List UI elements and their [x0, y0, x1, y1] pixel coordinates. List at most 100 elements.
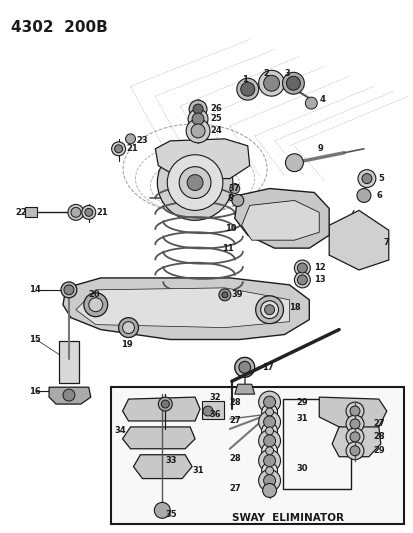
- Text: 31: 31: [192, 466, 203, 475]
- Circle shape: [297, 263, 306, 273]
- Circle shape: [158, 397, 172, 411]
- Circle shape: [261, 423, 277, 439]
- Text: 22: 22: [15, 208, 27, 217]
- Polygon shape: [155, 139, 249, 179]
- Text: SWAY  ELIMINATOR: SWAY ELIMINATOR: [231, 513, 343, 523]
- Polygon shape: [133, 455, 192, 479]
- Circle shape: [118, 318, 138, 337]
- Circle shape: [125, 134, 135, 144]
- Circle shape: [294, 260, 310, 276]
- Text: 35: 35: [165, 510, 176, 519]
- Circle shape: [258, 391, 280, 413]
- Text: 28: 28: [229, 454, 241, 463]
- Circle shape: [265, 447, 273, 455]
- Circle shape: [263, 474, 275, 487]
- Text: 23: 23: [136, 136, 148, 146]
- Circle shape: [231, 195, 243, 206]
- Circle shape: [221, 292, 227, 298]
- Circle shape: [356, 189, 370, 203]
- Circle shape: [189, 100, 206, 118]
- Text: 32: 32: [209, 393, 221, 402]
- Text: 10: 10: [224, 224, 236, 233]
- Text: 4302  200B: 4302 200B: [11, 20, 108, 35]
- Text: 31: 31: [296, 415, 307, 424]
- Circle shape: [202, 406, 212, 416]
- Circle shape: [349, 406, 359, 416]
- Circle shape: [234, 358, 254, 377]
- Text: 30: 30: [296, 464, 307, 473]
- Text: 16: 16: [29, 386, 41, 395]
- Polygon shape: [122, 397, 199, 421]
- Polygon shape: [331, 427, 380, 457]
- Bar: [59, 342, 78, 383]
- Circle shape: [255, 296, 283, 324]
- Text: 26: 26: [209, 103, 221, 112]
- Circle shape: [61, 282, 77, 298]
- Text: 29: 29: [296, 398, 307, 407]
- Circle shape: [179, 167, 211, 198]
- Text: 21: 21: [97, 208, 108, 217]
- Text: 1: 1: [241, 75, 247, 84]
- Circle shape: [218, 289, 230, 301]
- Polygon shape: [49, 387, 90, 404]
- Circle shape: [114, 145, 122, 153]
- Circle shape: [258, 470, 280, 491]
- Circle shape: [161, 400, 169, 408]
- Text: 39: 39: [231, 290, 243, 300]
- Polygon shape: [234, 189, 328, 248]
- Bar: [110, 387, 403, 524]
- Circle shape: [187, 175, 202, 190]
- Text: 18: 18: [289, 303, 300, 312]
- Circle shape: [71, 207, 81, 217]
- Text: 11: 11: [221, 244, 233, 253]
- Circle shape: [294, 272, 310, 288]
- Circle shape: [357, 169, 375, 188]
- Circle shape: [157, 145, 232, 220]
- Circle shape: [85, 208, 93, 216]
- Text: 17: 17: [261, 363, 273, 372]
- Circle shape: [286, 76, 300, 90]
- Polygon shape: [234, 384, 254, 394]
- Circle shape: [262, 483, 276, 497]
- Circle shape: [236, 78, 258, 100]
- Text: 7: 7: [383, 238, 389, 247]
- Circle shape: [258, 450, 280, 472]
- Polygon shape: [122, 427, 195, 449]
- Circle shape: [345, 415, 363, 433]
- Circle shape: [349, 432, 359, 442]
- Circle shape: [191, 124, 204, 138]
- Text: 25: 25: [209, 115, 221, 124]
- Circle shape: [297, 275, 306, 285]
- Circle shape: [188, 109, 207, 129]
- Circle shape: [265, 467, 273, 474]
- Text: 34: 34: [114, 426, 126, 435]
- Text: 27: 27: [229, 416, 241, 425]
- Circle shape: [192, 113, 204, 125]
- Text: 27: 27: [373, 419, 385, 429]
- Text: 9: 9: [316, 144, 322, 154]
- Circle shape: [345, 442, 363, 459]
- Circle shape: [258, 411, 280, 433]
- Text: 12: 12: [313, 263, 325, 272]
- Circle shape: [261, 404, 277, 420]
- Text: 27: 27: [229, 484, 241, 493]
- Text: 36: 36: [209, 410, 221, 419]
- Circle shape: [68, 205, 83, 220]
- Circle shape: [258, 430, 280, 452]
- Circle shape: [261, 443, 277, 459]
- Bar: [283, 399, 350, 489]
- Circle shape: [263, 75, 279, 91]
- Text: 37: 37: [228, 184, 240, 193]
- Circle shape: [186, 119, 209, 143]
- Circle shape: [263, 416, 275, 428]
- Text: 6: 6: [376, 191, 382, 200]
- Circle shape: [63, 389, 75, 401]
- Polygon shape: [328, 211, 388, 270]
- Text: 3: 3: [284, 69, 290, 78]
- Circle shape: [264, 305, 274, 314]
- Circle shape: [263, 435, 275, 447]
- Text: 20: 20: [88, 290, 100, 300]
- Polygon shape: [318, 397, 386, 431]
- Circle shape: [349, 446, 359, 456]
- Circle shape: [265, 427, 273, 435]
